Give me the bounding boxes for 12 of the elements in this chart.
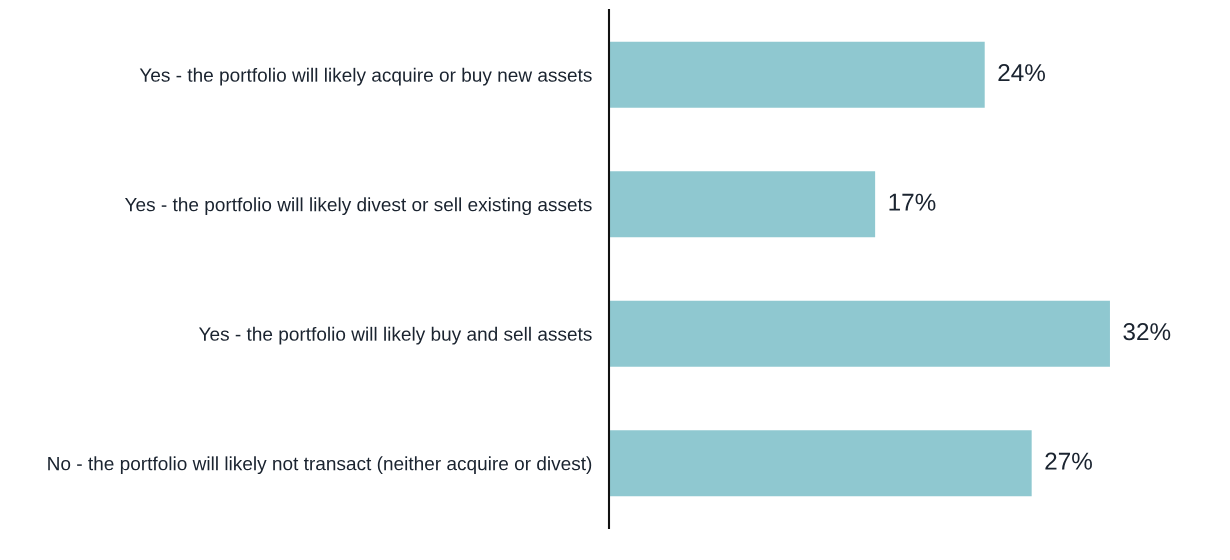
data-label: 32% <box>1123 323 1171 341</box>
y-tick-label: No - the portfolio will likely not transact (neither acquire or divest) <box>48 456 592 475</box>
y-tick-label: Yes - the portfolio will likely buy and sell assets <box>198 326 592 345</box>
bar <box>609 300 1110 367</box>
data-label: 17% <box>889 193 936 211</box>
bar <box>609 430 1032 497</box>
data-label: 24% <box>998 64 1045 82</box>
y-tick-label: Yes - the portfolio will likely divest or sell existing assets <box>124 197 592 216</box>
data-label: 27% <box>1045 452 1092 470</box>
bar <box>609 41 985 108</box>
y-tick-label: Yes - the portfolio will likely acquire or buy new assets <box>139 67 592 86</box>
bar <box>609 171 876 238</box>
